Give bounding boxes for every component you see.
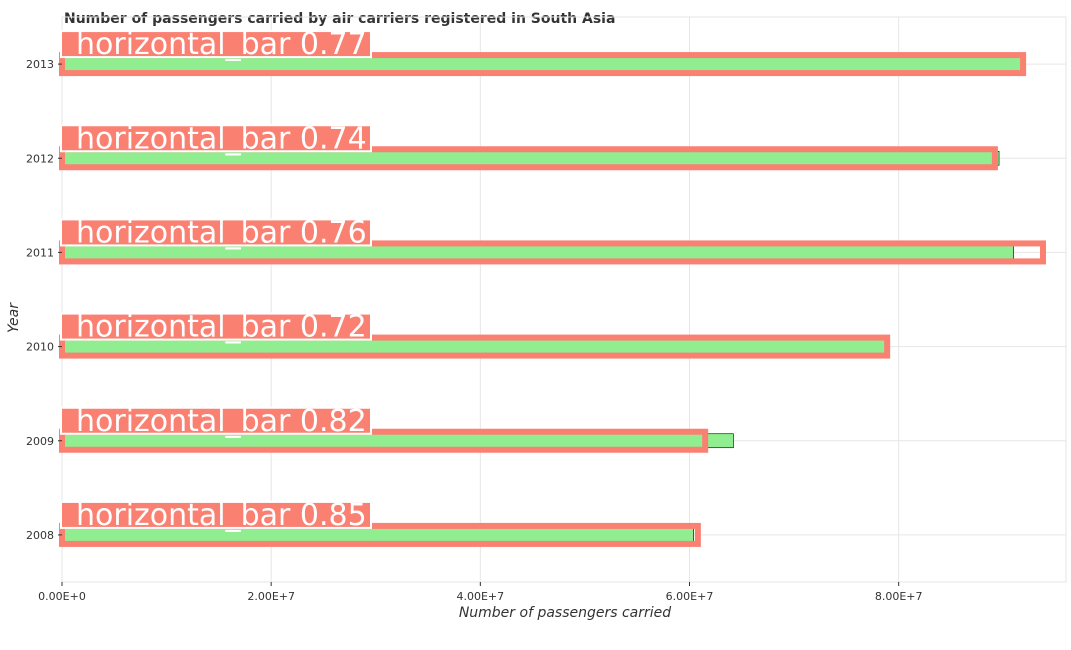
y-tick-label: 2008 bbox=[26, 529, 54, 542]
y-tick-label: 2012 bbox=[26, 152, 54, 165]
x-tick-label: 6.00E+7 bbox=[666, 590, 714, 603]
x-ticks: 0.00E+0 2.00E+7 4.00E+7 6.00E+7 8.00E+7 bbox=[38, 582, 923, 603]
detection-label-2010: horizontal_bar 0.72 bbox=[76, 310, 367, 345]
y-axis-label: Year bbox=[6, 302, 22, 333]
y-tick-label: 2013 bbox=[26, 58, 54, 71]
y-tick-label: 2009 bbox=[26, 435, 54, 448]
x-tick-label: 4.00E+7 bbox=[456, 590, 504, 603]
x-axis-label: Number of passengers carried bbox=[459, 605, 671, 621]
detection-label-2009: horizontal_bar 0.82 bbox=[76, 404, 367, 439]
detection-label-2011: horizontal_bar 0.76 bbox=[76, 215, 367, 250]
detection-label-2013: horizontal_bar 0.77 bbox=[76, 27, 367, 62]
detection-label-bg-2009 bbox=[60, 406, 372, 435]
x-tick-label: 8.00E+7 bbox=[875, 590, 923, 603]
bars bbox=[61, 56, 1025, 543]
detection-label-2008: horizontal_bar 0.85 bbox=[76, 498, 367, 533]
detection-label-bg-2013 bbox=[60, 30, 372, 59]
detection-label-bg-2011 bbox=[60, 218, 372, 247]
detection-label-bg-2008 bbox=[60, 500, 372, 529]
detection-overlays: horizontal_bar 0.85 horizontal_bar 0.82 ho… bbox=[59, 27, 1046, 547]
y-ticks: 2008 2009 2010 2011 2012 2013 bbox=[26, 58, 62, 542]
detection-label-bg-2012 bbox=[60, 124, 372, 153]
y-tick-label: 2010 bbox=[26, 341, 54, 354]
detection-label-2012: horizontal_bar 0.74 bbox=[76, 121, 367, 156]
y-tick-label: 2011 bbox=[26, 246, 54, 259]
detection-label-bg-2010 bbox=[60, 312, 372, 341]
x-tick-label: 2.00E+7 bbox=[247, 590, 295, 603]
x-tick-label: 0.00E+0 bbox=[38, 590, 86, 603]
chart-title: Number of passengers carried by air carr… bbox=[64, 11, 615, 27]
